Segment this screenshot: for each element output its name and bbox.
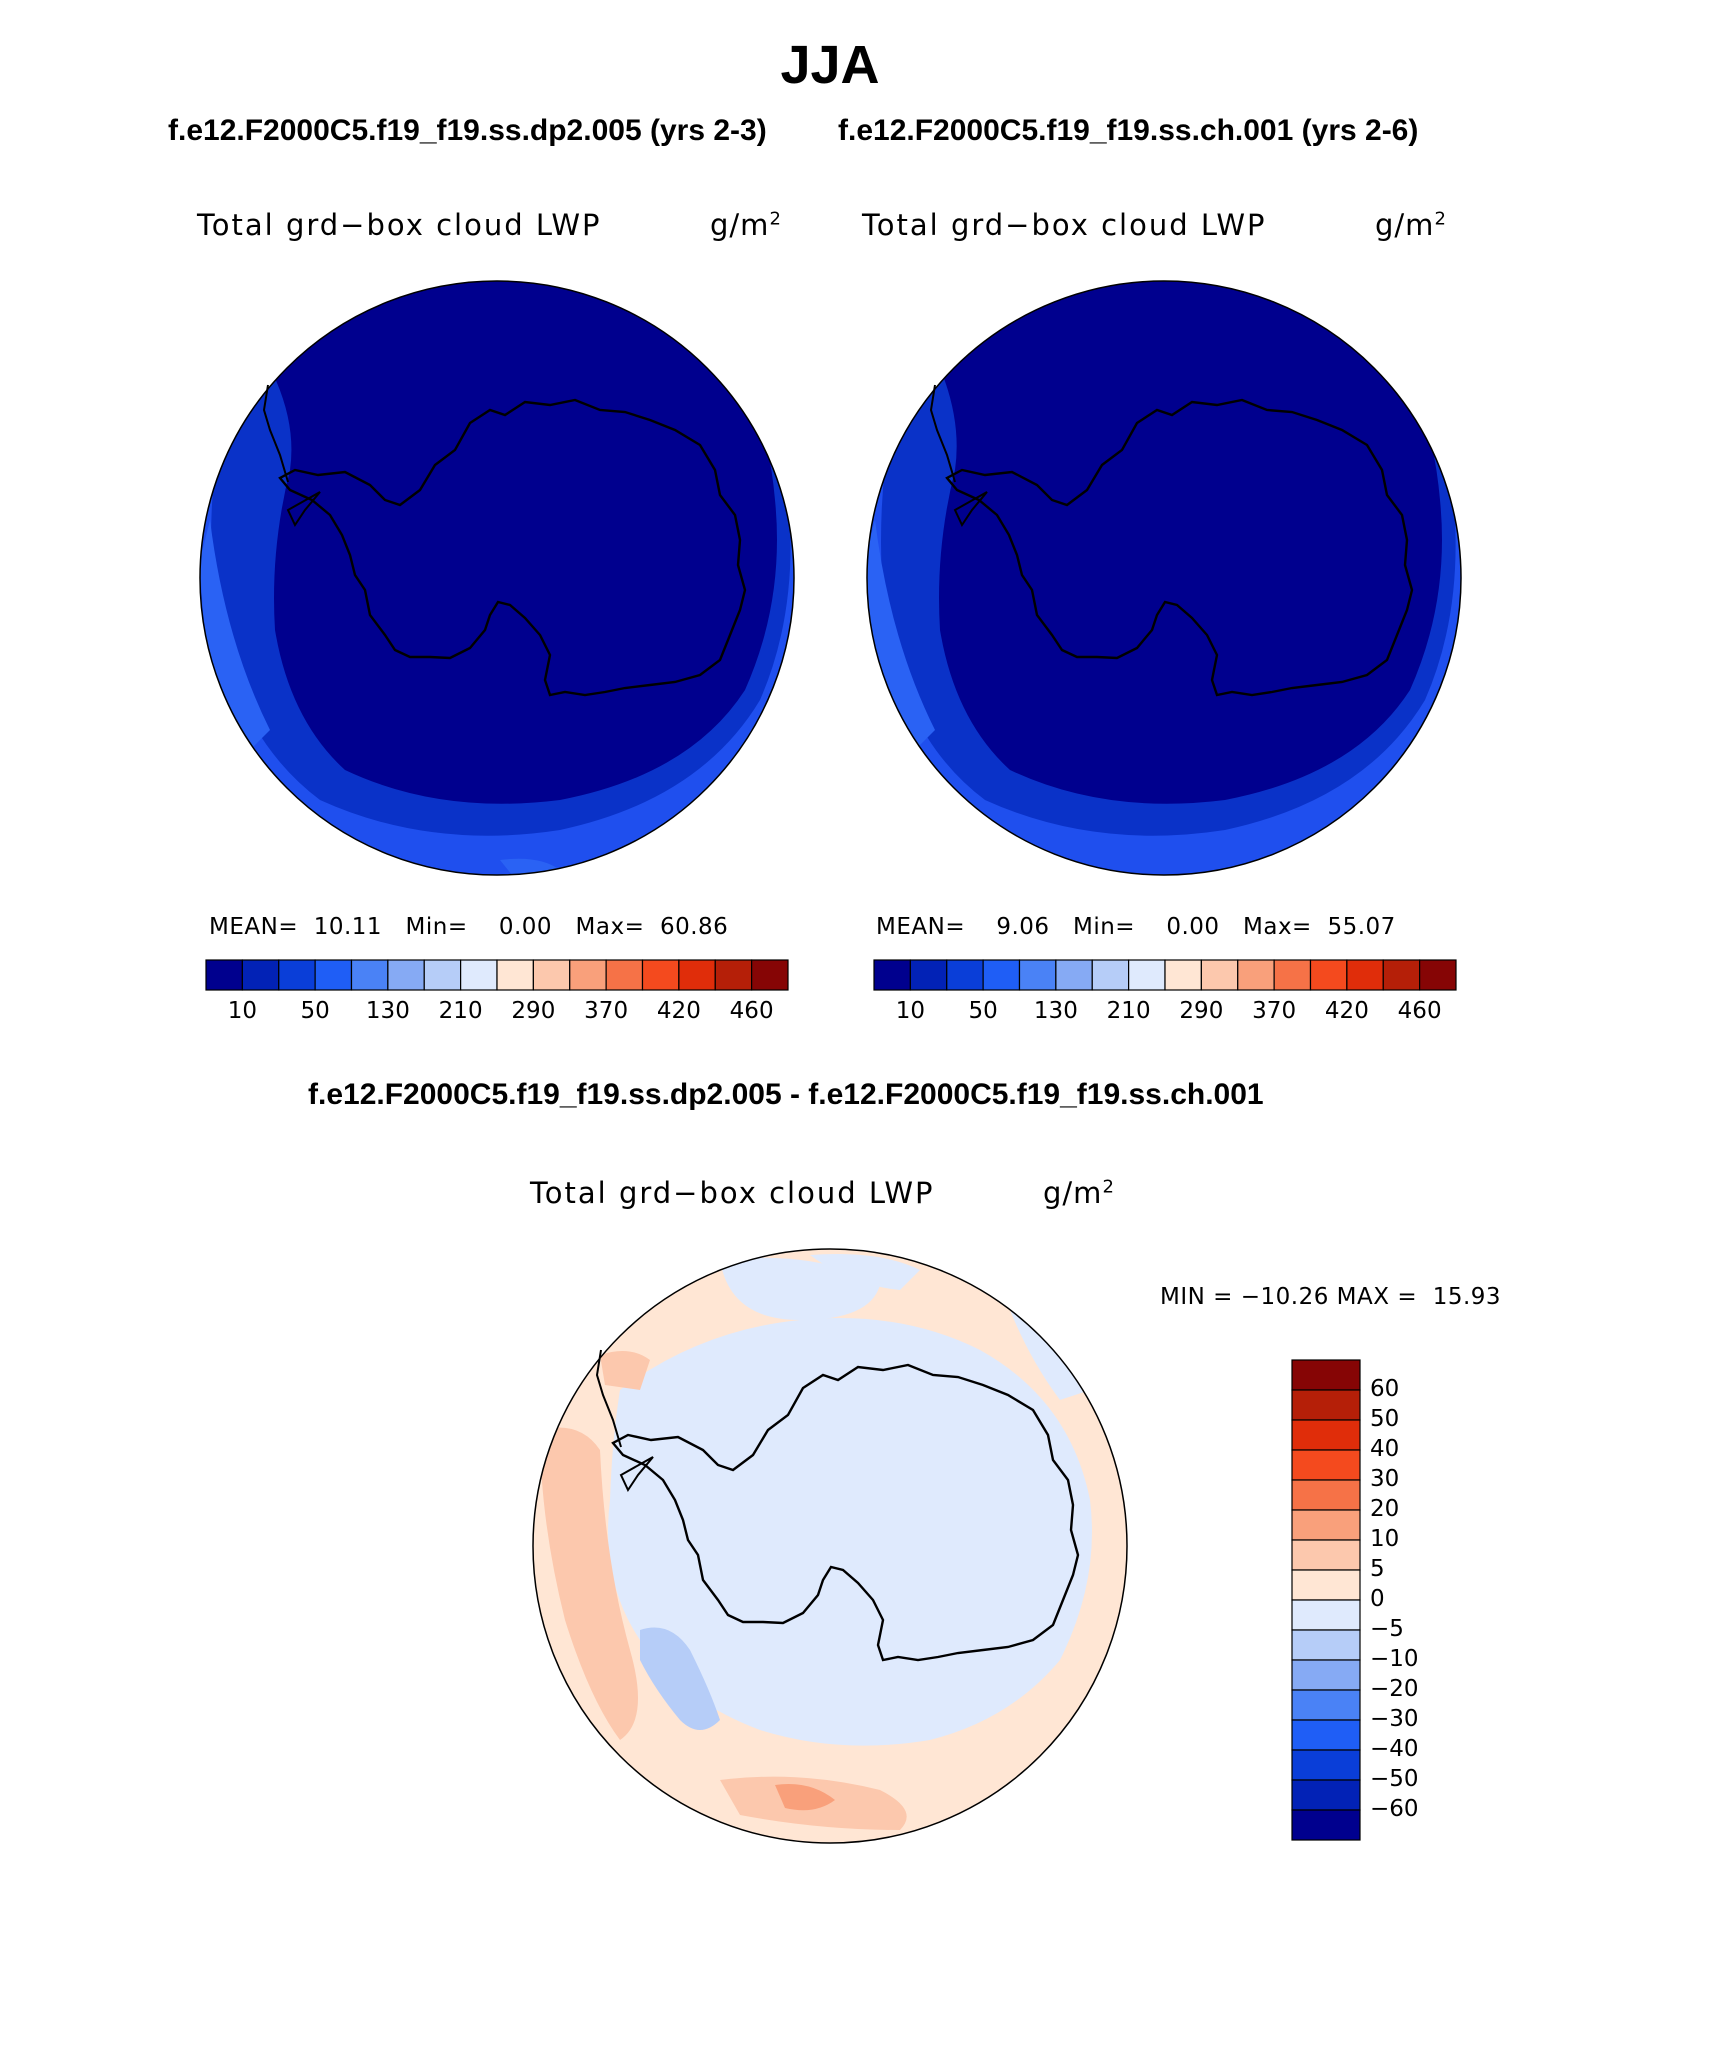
diff-panel-variable: Total grd−box cloud LWP: [530, 1176, 935, 1210]
colorbar-swatch: [1291, 1779, 1361, 1811]
colorbar-tick-label: −5: [1370, 1616, 1404, 1642]
colorbar-swatch: [314, 959, 353, 991]
colorbar-swatch: [278, 959, 316, 991]
colorbar-swatch: [1291, 1599, 1361, 1631]
colorbar-swatch: [1164, 959, 1202, 991]
colorbar-tick-label: 460: [1397, 998, 1442, 1024]
colorbar-tick-label: 420: [1324, 998, 1369, 1024]
left-colorbar: [205, 959, 789, 991]
colorbar-swatch: [1291, 1539, 1361, 1571]
colorbar-tick-label: 420: [656, 998, 701, 1024]
colorbar-swatch: [605, 959, 644, 991]
colorbar-swatch: [1419, 959, 1457, 991]
colorbar-swatch: [1055, 959, 1093, 991]
colorbar-tick-label: 60: [1370, 1376, 1400, 1402]
colorbar-swatch: [460, 959, 498, 991]
left-map: [199, 280, 795, 876]
diff-panel-units: g/m2: [1043, 1176, 1115, 1210]
diff-stats: MIN = −10.26 MAX = 15.93: [1160, 1284, 1502, 1310]
colorbar-swatch: [641, 959, 680, 991]
colorbar-tick-label: 370: [584, 998, 629, 1024]
colorbar-swatch: [1291, 1659, 1361, 1691]
colorbar-swatch: [496, 959, 534, 991]
colorbar-swatch: [873, 959, 911, 991]
colorbar-tick-label: 0: [1370, 1586, 1385, 1612]
colorbar-swatch: [1382, 959, 1421, 991]
case1-title: f.e12.F2000C5.f19_f19.ss.dp2.005 (yrs 2-…: [168, 114, 767, 147]
colorbar-tick-label: 50: [300, 998, 330, 1024]
figure-title: JJA: [780, 35, 880, 95]
colorbar-swatch: [569, 959, 607, 991]
colorbar-swatch: [1237, 959, 1275, 991]
colorbar-swatch: [678, 959, 716, 991]
right-panel-variable: Total grd−box cloud LWP: [862, 208, 1267, 242]
colorbar-tick-label: −30: [1370, 1706, 1419, 1732]
colorbar-swatch: [1291, 1809, 1361, 1841]
colorbar-tick-label: 290: [1179, 998, 1224, 1024]
colorbar-swatch: [1128, 959, 1166, 991]
colorbar-swatch: [1291, 1389, 1361, 1421]
colorbar-tick-label: 460: [729, 998, 774, 1024]
colorbar-tick-label: −20: [1370, 1676, 1419, 1702]
colorbar-swatch: [205, 959, 243, 991]
colorbar-swatch: [714, 959, 753, 991]
colorbar-tick-label: 30: [1370, 1466, 1400, 1492]
colorbar-swatch: [1091, 959, 1130, 991]
colorbar-tick-label: 10: [895, 998, 926, 1024]
colorbar-swatch: [1291, 1419, 1361, 1451]
left-stats: MEAN= 10.11 Min= 0.00 Max= 60.86: [209, 914, 729, 940]
colorbar-tick-label: 210: [438, 998, 483, 1024]
colorbar-tick-label: 10: [1370, 1526, 1400, 1552]
colorbar-swatch: [423, 959, 462, 991]
colorbar-swatch: [751, 959, 789, 991]
colorbar-swatch: [982, 959, 1021, 991]
diff-map: [532, 1248, 1128, 1844]
colorbar-tick-label: 5: [1370, 1556, 1385, 1582]
colorbar-tick-label: −60: [1370, 1796, 1419, 1822]
diff-colorbar: [1291, 1359, 1361, 1841]
colorbar-swatch: [1273, 959, 1312, 991]
colorbar-swatch: [1291, 1359, 1361, 1391]
left-panel-units: g/m2: [710, 208, 782, 242]
colorbar-tick-label: −40: [1370, 1736, 1419, 1762]
colorbar-swatch: [1291, 1689, 1361, 1721]
colorbar-swatch: [946, 959, 984, 991]
right-map: [866, 280, 1462, 876]
colorbar-tick-label: 130: [365, 998, 410, 1024]
colorbar-tick-label: −10: [1370, 1646, 1419, 1672]
colorbar-swatch: [350, 959, 389, 991]
colorbar-swatch: [1309, 959, 1348, 991]
colorbar-swatch: [1291, 1479, 1361, 1511]
left-panel-variable: Total grd−box cloud LWP: [197, 208, 602, 242]
colorbar-swatch: [1291, 1449, 1361, 1481]
colorbar-swatch: [241, 959, 280, 991]
colorbar-swatch: [387, 959, 425, 991]
colorbar-tick-label: −50: [1370, 1766, 1419, 1792]
diff-title: f.e12.F2000C5.f19_f19.ss.dp2.005 - f.e12…: [308, 1078, 1264, 1111]
right-stats: MEAN= 9.06 Min= 0.00 Max= 55.07: [876, 914, 1396, 940]
colorbar-swatch: [1291, 1629, 1361, 1661]
colorbar-tick-label: 40: [1370, 1436, 1400, 1462]
colorbar-tick-label: 130: [1033, 998, 1078, 1024]
colorbar-swatch: [1291, 1509, 1361, 1541]
right-panel-units: g/m2: [1375, 208, 1447, 242]
colorbar-tick-label: 210: [1106, 998, 1151, 1024]
colorbar-swatch: [1200, 959, 1239, 991]
colorbar-swatch: [1291, 1719, 1361, 1751]
colorbar-tick-label: 50: [1370, 1406, 1400, 1432]
colorbar-swatch: [1018, 959, 1057, 991]
colorbar-swatch: [1291, 1749, 1361, 1781]
colorbar-tick-label: 370: [1252, 998, 1297, 1024]
right-colorbar: [873, 959, 1457, 991]
colorbar-tick-label: 20: [1370, 1496, 1400, 1522]
case2-title: f.e12.F2000C5.f19_f19.ss.ch.001 (yrs 2-6…: [838, 114, 1419, 147]
colorbar-tick-label: 50: [968, 998, 998, 1024]
colorbar-tick-label: 290: [511, 998, 556, 1024]
colorbar-swatch: [909, 959, 948, 991]
colorbar-swatch: [1291, 1569, 1361, 1601]
colorbar-swatch: [1346, 959, 1384, 991]
colorbar-swatch: [532, 959, 571, 991]
colorbar-tick-label: 10: [227, 998, 258, 1024]
